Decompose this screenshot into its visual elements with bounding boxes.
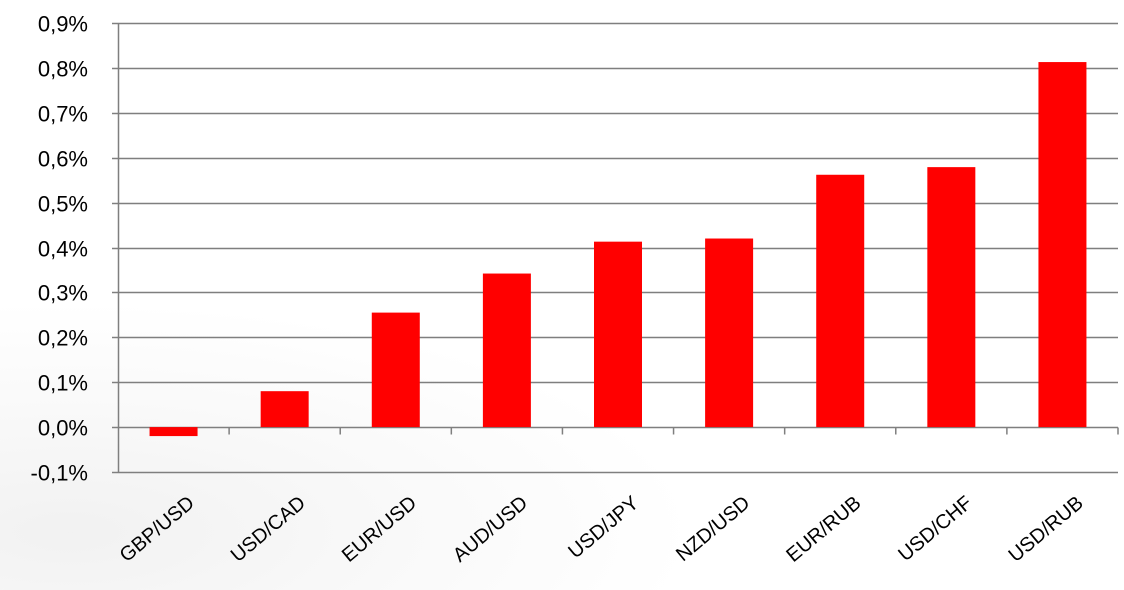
bar-usd-jpy bbox=[594, 241, 642, 428]
x-category-label: USD/RUB bbox=[1005, 492, 1088, 567]
y-tick-label: 0,3% bbox=[38, 281, 88, 306]
axes bbox=[112, 22, 1119, 474]
x-category-label: USD/JPY bbox=[564, 492, 643, 563]
x-category-label: USD/CHF bbox=[894, 492, 976, 566]
y-tick-label: 0,6% bbox=[38, 147, 88, 172]
x-category-label: EUR/USD bbox=[338, 492, 421, 567]
bar-usd-cad bbox=[260, 391, 309, 428]
y-tick-label: 0,2% bbox=[38, 326, 88, 351]
y-tick-label: -0,1% bbox=[31, 461, 88, 486]
bar-aud-usd bbox=[482, 273, 531, 428]
x-category-label: EUR/RUB bbox=[782, 492, 865, 567]
y-tick-label: 0,4% bbox=[38, 237, 88, 262]
bar-gbp-usd bbox=[149, 427, 198, 437]
y-tick-label: 0,5% bbox=[38, 192, 88, 217]
bar-eur-rub bbox=[816, 174, 865, 428]
y-tick-label: 0,0% bbox=[38, 416, 88, 441]
bar-eur-usd bbox=[371, 312, 420, 428]
bar-nzd-usd bbox=[705, 238, 754, 428]
y-axis-tick-labels: -0,1% 0,0% 0,1% 0,2% 0,3% 0,4% 0,5% 0,6% 0,7% 0,8… bbox=[31, 12, 88, 486]
y-tick-label: 0,7% bbox=[38, 102, 88, 127]
bars bbox=[149, 62, 1087, 437]
x-category-label: NZD/USD bbox=[672, 492, 754, 566]
y-tick-label: 0,8% bbox=[38, 57, 88, 82]
bar-usd-rub bbox=[1038, 62, 1087, 428]
y-tick-label: 0,1% bbox=[38, 371, 88, 396]
x-axis-category-labels: GBP/USD USD/CAD EUR/USD AUD/USD USD/JPY NZD/U… bbox=[116, 492, 1088, 567]
background-pattern bbox=[0, 300, 700, 590]
x-category-label: USD/CAD bbox=[227, 492, 310, 567]
y-tick-label: 0,9% bbox=[38, 12, 88, 37]
x-category-label: GBP/USD bbox=[116, 492, 199, 567]
bar-usd-chf bbox=[927, 167, 976, 428]
x-category-label: AUD/USD bbox=[449, 492, 532, 567]
